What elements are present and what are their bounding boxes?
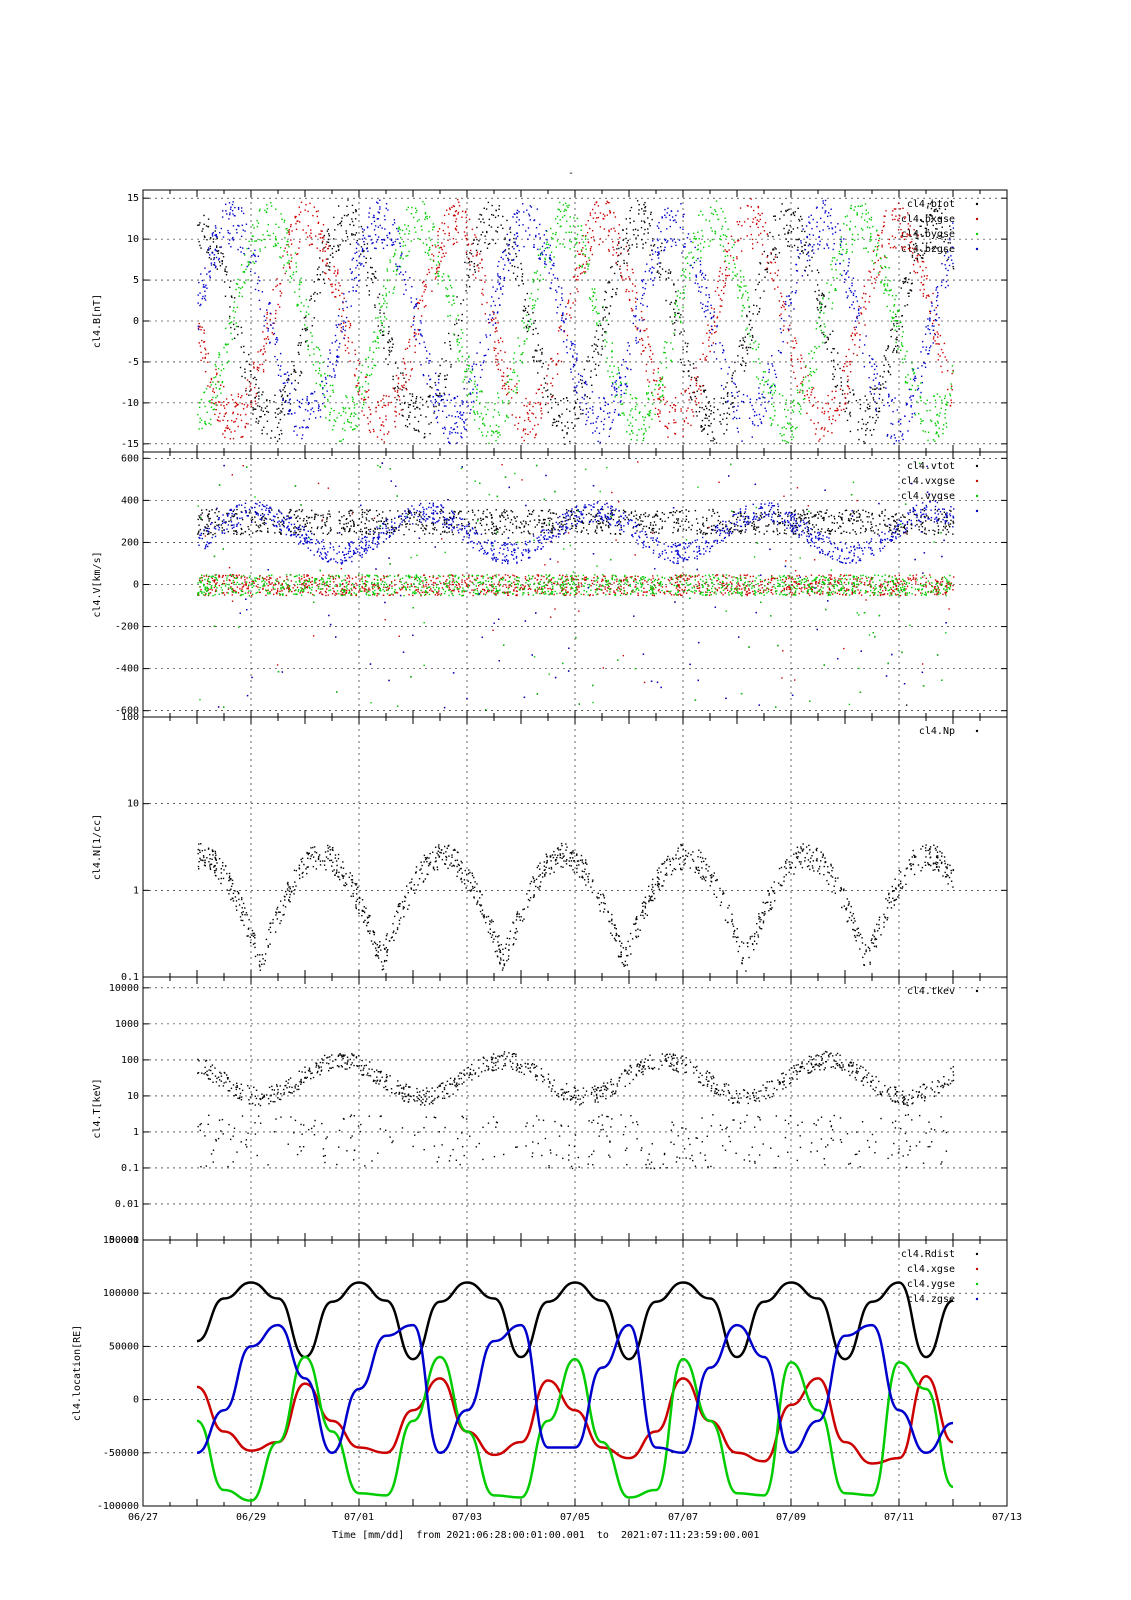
legend-label: cl4.bxgse — [901, 214, 955, 225]
legend-marker — [975, 1297, 979, 1301]
series-line — [196, 1355, 954, 1502]
y-tick-label: -5 — [127, 357, 139, 368]
legend-marker — [975, 464, 979, 468]
legend-label: cl4.Rdist — [901, 1249, 955, 1260]
y-tick-label: 100000 — [103, 1288, 139, 1299]
x-tick-label: 07/11 — [884, 1512, 914, 1523]
figure-title: - — [568, 168, 574, 179]
time-caption: Time [mm/dd] from 2021:06:28:00:01:00.00… — [332, 1530, 760, 1541]
y-tick-label: 10000 — [109, 983, 139, 994]
legend-marker — [975, 247, 979, 251]
panel-1: -15-10-5051015cl4.B[nT]cl4.btotcl4.bxgse… — [92, 189, 1008, 453]
y-tick-label: 10 — [127, 799, 139, 810]
legend-marker — [975, 479, 979, 483]
x-tick-label: 07/03 — [452, 1512, 482, 1523]
y-tick-label: 5 — [133, 275, 139, 286]
y-tick-label: 600 — [121, 453, 139, 464]
y-axis-title: cl4.T[keV] — [92, 1078, 103, 1138]
x-tick-label: 07/09 — [776, 1512, 806, 1523]
y-tick-label: 400 — [121, 495, 139, 506]
x-tick-label: 06/27 — [128, 1512, 158, 1523]
legend-label: cl4.tkev — [907, 986, 955, 997]
y-axis-title: cl4.location[RE] — [72, 1325, 83, 1421]
legend-label: cl4.bygse — [901, 229, 955, 240]
y-tick-label: -10 — [121, 398, 139, 409]
y-axis-title: cl4.B[nT] — [92, 294, 103, 348]
x-tick-label: 06/29 — [236, 1512, 266, 1523]
y-tick-label: 50000 — [109, 1341, 139, 1352]
y-tick-label: 15 — [127, 193, 139, 204]
legend-label: cl4.xgse — [907, 1264, 955, 1275]
panel-4: 0.001 0.01 0.1 1 10 100 1000 10000 cl4.T[keV] cl4… — [92, 976, 1008, 1246]
y-tick-label: 100 — [121, 1055, 139, 1066]
legend-label: cl4.bzgse — [901, 244, 955, 255]
x-tick-label: 07/01 — [344, 1512, 374, 1523]
y-tick-label: 0 — [133, 1395, 139, 1406]
legend-marker — [975, 494, 979, 498]
legend-label: cl4.vtot — [907, 461, 955, 472]
x-tick-label: 07/07 — [668, 1512, 698, 1523]
y-tick-label: 0 — [133, 580, 139, 591]
y-tick-label: 10 — [127, 234, 139, 245]
x-tick-label: 07/13 — [992, 1512, 1022, 1523]
y-tick-label: 0 — [133, 316, 139, 327]
y-tick-label: -50000 — [103, 1448, 139, 1459]
scatter-cloud — [197, 1050, 955, 1170]
legend-marker — [975, 729, 979, 733]
legend-marker — [975, 1252, 979, 1256]
y-tick-label: 10 — [127, 1091, 139, 1102]
y-tick-label: 1000 — [115, 1019, 139, 1030]
scatter-cloud — [197, 198, 955, 445]
legend-label: cl4.Np — [919, 726, 955, 737]
y-axis-title: cl4.V[km/s] — [92, 551, 103, 617]
y-tick-label: 0.01 — [115, 1199, 139, 1210]
legend-marker — [975, 232, 979, 236]
y-tick-label: 0.1 — [121, 972, 139, 983]
y-tick-label: -400 — [115, 664, 139, 675]
legend-label: cl4.vygse — [901, 491, 955, 502]
legend-marker — [975, 1282, 979, 1286]
legend-marker — [975, 202, 979, 206]
panel-3: 0.1 1 10 100 cl4.N[1/cc] cl4.Np — [92, 712, 1008, 983]
panel-2: -600 -400 -200 0 200 400 600 cl4.V[km/s] cl4.vto… — [92, 451, 1008, 718]
legend-label: cl4.ygse — [907, 1279, 955, 1290]
y-tick-label: 0.1 — [121, 1163, 139, 1174]
legend-marker — [975, 1267, 979, 1271]
y-tick-label: 100 — [121, 712, 139, 723]
x-axis: 06/27 06/29 07/01 07/03 07/05 07/07 07/09 07/11… — [128, 1512, 1022, 1523]
legend-label: cl4.zgse — [907, 1294, 955, 1305]
series-line — [196, 1281, 954, 1361]
y-axis-title: cl4.N[1/cc] — [92, 814, 103, 880]
x-tick-label: 07/05 — [560, 1512, 590, 1523]
y-tick-label: 150000 — [103, 1235, 139, 1246]
legend-marker — [975, 989, 979, 993]
series-line — [196, 1323, 954, 1455]
y-tick-label: 200 — [121, 537, 139, 548]
scatter-cloud — [197, 842, 955, 972]
y-tick-label: -200 — [115, 622, 139, 633]
y-tick-label: -600 — [115, 706, 139, 717]
legend-marker — [975, 217, 979, 221]
y-tick-label: -15 — [121, 439, 139, 450]
y-tick-label: 1 — [133, 885, 139, 896]
legend-label: cl4.vxgse — [901, 476, 955, 487]
scatter-cloud — [197, 461, 955, 711]
panel-5: -100000 -50000 0 50000 100000 150000 cl4.locat… — [72, 1235, 1008, 1512]
legend-marker — [975, 509, 979, 513]
y-tick-label: 0.001 — [109, 1235, 139, 1246]
panel-frame — [142, 716, 1008, 978]
y-tick-label: 1 — [133, 1127, 139, 1138]
y-tick-label: -100000 — [97, 1501, 139, 1512]
